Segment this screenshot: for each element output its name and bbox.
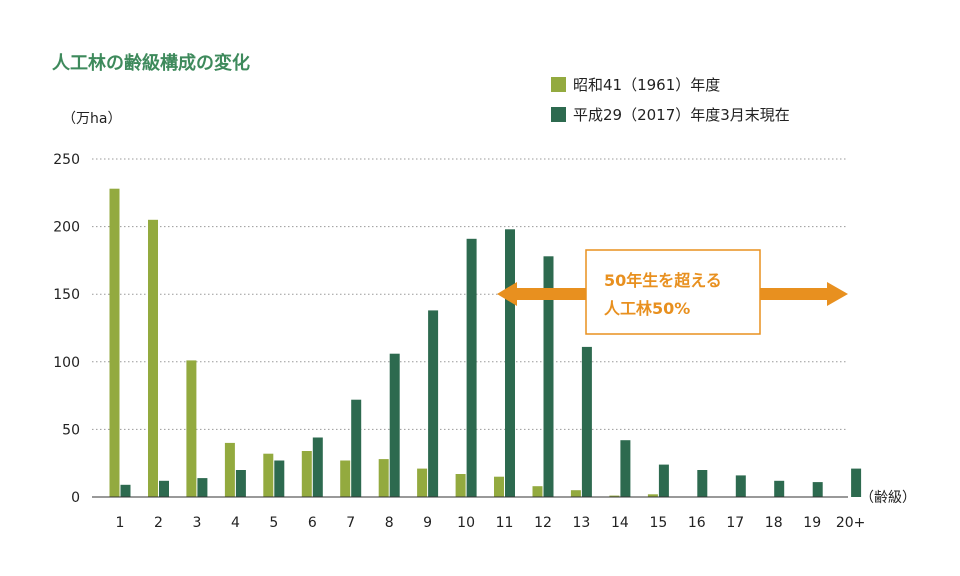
arrow-right-head-icon [827, 282, 848, 306]
bar-series2-1 [120, 484, 131, 497]
legend-label-1961: 昭和41（1961）年度 [573, 76, 720, 94]
bar-series2-17 [735, 475, 746, 497]
bar-series2-15 [658, 464, 669, 497]
x-tick-label: 18 [765, 515, 783, 531]
bar-series1-8 [378, 459, 389, 497]
arrow-left-shaft [513, 288, 588, 300]
bar-series2-13 [581, 346, 592, 497]
x-tick-label: 9 [423, 515, 432, 531]
bar-series2-5 [274, 460, 285, 497]
bar-series1-7 [340, 460, 351, 497]
callout-line-2: 人工林50% [604, 299, 690, 318]
bar-series1-2 [148, 219, 158, 498]
bar-series1-15 [647, 494, 658, 497]
x-tick-label: 2 [154, 515, 163, 531]
bar-series2-9 [428, 310, 439, 497]
bar-series1-12 [532, 486, 543, 497]
bar-series1-3 [186, 360, 197, 497]
bar-series2-14 [620, 440, 631, 497]
annotation: 50年生を超える 人工林50% [497, 249, 848, 335]
arrow-left-head-icon [497, 282, 517, 306]
y-tick-labels: 0 50 100 150 200 250 [53, 152, 80, 506]
bar-series1-10 [455, 474, 466, 497]
arrow-right-shaft [760, 288, 830, 300]
bar-series2-19 [812, 482, 823, 497]
bar-series2-2 [159, 480, 169, 497]
bar-series1-5 [263, 453, 274, 497]
y-tick-label: 200 [53, 220, 80, 236]
x-tick-label: 12 [534, 515, 552, 531]
bar-series2-12 [543, 256, 554, 497]
x-tick-label: 1 [116, 515, 125, 531]
bar-series2-4 [235, 470, 246, 497]
callout-line-1: 50年生を超える [604, 271, 722, 290]
callout-box [585, 249, 761, 335]
y-axis-label: （万ha） [62, 111, 121, 127]
bar-series1-13 [570, 490, 581, 497]
bar-series1-4 [224, 442, 235, 497]
legend-swatch-2017 [551, 107, 566, 122]
y-tick-label: 150 [53, 287, 80, 303]
x-tick-label: 8 [385, 515, 394, 531]
x-tick-label: 17 [726, 515, 744, 531]
x-tick-label: 15 [649, 515, 667, 531]
bar-series2-8 [389, 353, 400, 497]
x-axis-label: （齢級） [860, 490, 916, 506]
x-tick-label: 6 [308, 515, 317, 531]
y-tick-label: 250 [53, 152, 80, 168]
bar-series2-3 [197, 478, 208, 497]
x-tick-label: 16 [688, 515, 706, 531]
x-tick-label: 13 [572, 515, 590, 531]
bars [109, 188, 862, 498]
bar-series2-11 [505, 229, 515, 498]
bar-series2-20+ [851, 468, 862, 497]
x-tick-label: 4 [231, 515, 240, 531]
bar-series2-18 [774, 480, 785, 497]
bar-series2-16 [697, 470, 708, 497]
x-tick-label: 10 [457, 515, 475, 531]
chart-title: 人工林の齢級構成の変化 [52, 52, 250, 74]
bar-series2-6 [312, 437, 323, 497]
bar-series1-11 [494, 476, 504, 497]
legend-label-2017: 平成29（2017）年度3月末現在 [573, 106, 790, 124]
x-tick-label: 5 [269, 515, 278, 531]
x-tick-label: 19 [803, 515, 821, 531]
legend: 昭和41（1961）年度 平成29（2017）年度3月末現在 [551, 76, 790, 124]
y-tick-label: 0 [71, 490, 80, 506]
bar-series1-1 [109, 188, 120, 497]
x-tick-labels: 1 2 3 4 5 6 7 8 9 10 11 12 13 14 15 16 17 18 19 20+ [116, 515, 866, 531]
bar-series1-9 [417, 468, 428, 497]
x-tick-label: 11 [496, 515, 514, 531]
bar-series1-6 [301, 451, 312, 497]
x-tick-label: 14 [611, 515, 629, 531]
bar-series2-7 [351, 399, 362, 497]
x-tick-label: 20+ [836, 515, 866, 531]
bar-series2-10 [466, 238, 477, 498]
y-tick-label: 50 [62, 422, 80, 438]
y-tick-label: 100 [53, 355, 80, 371]
x-tick-label: 7 [346, 515, 355, 531]
legend-swatch-1961 [551, 77, 566, 92]
bar-series1-14 [609, 495, 620, 497]
x-tick-label: 3 [192, 515, 201, 531]
